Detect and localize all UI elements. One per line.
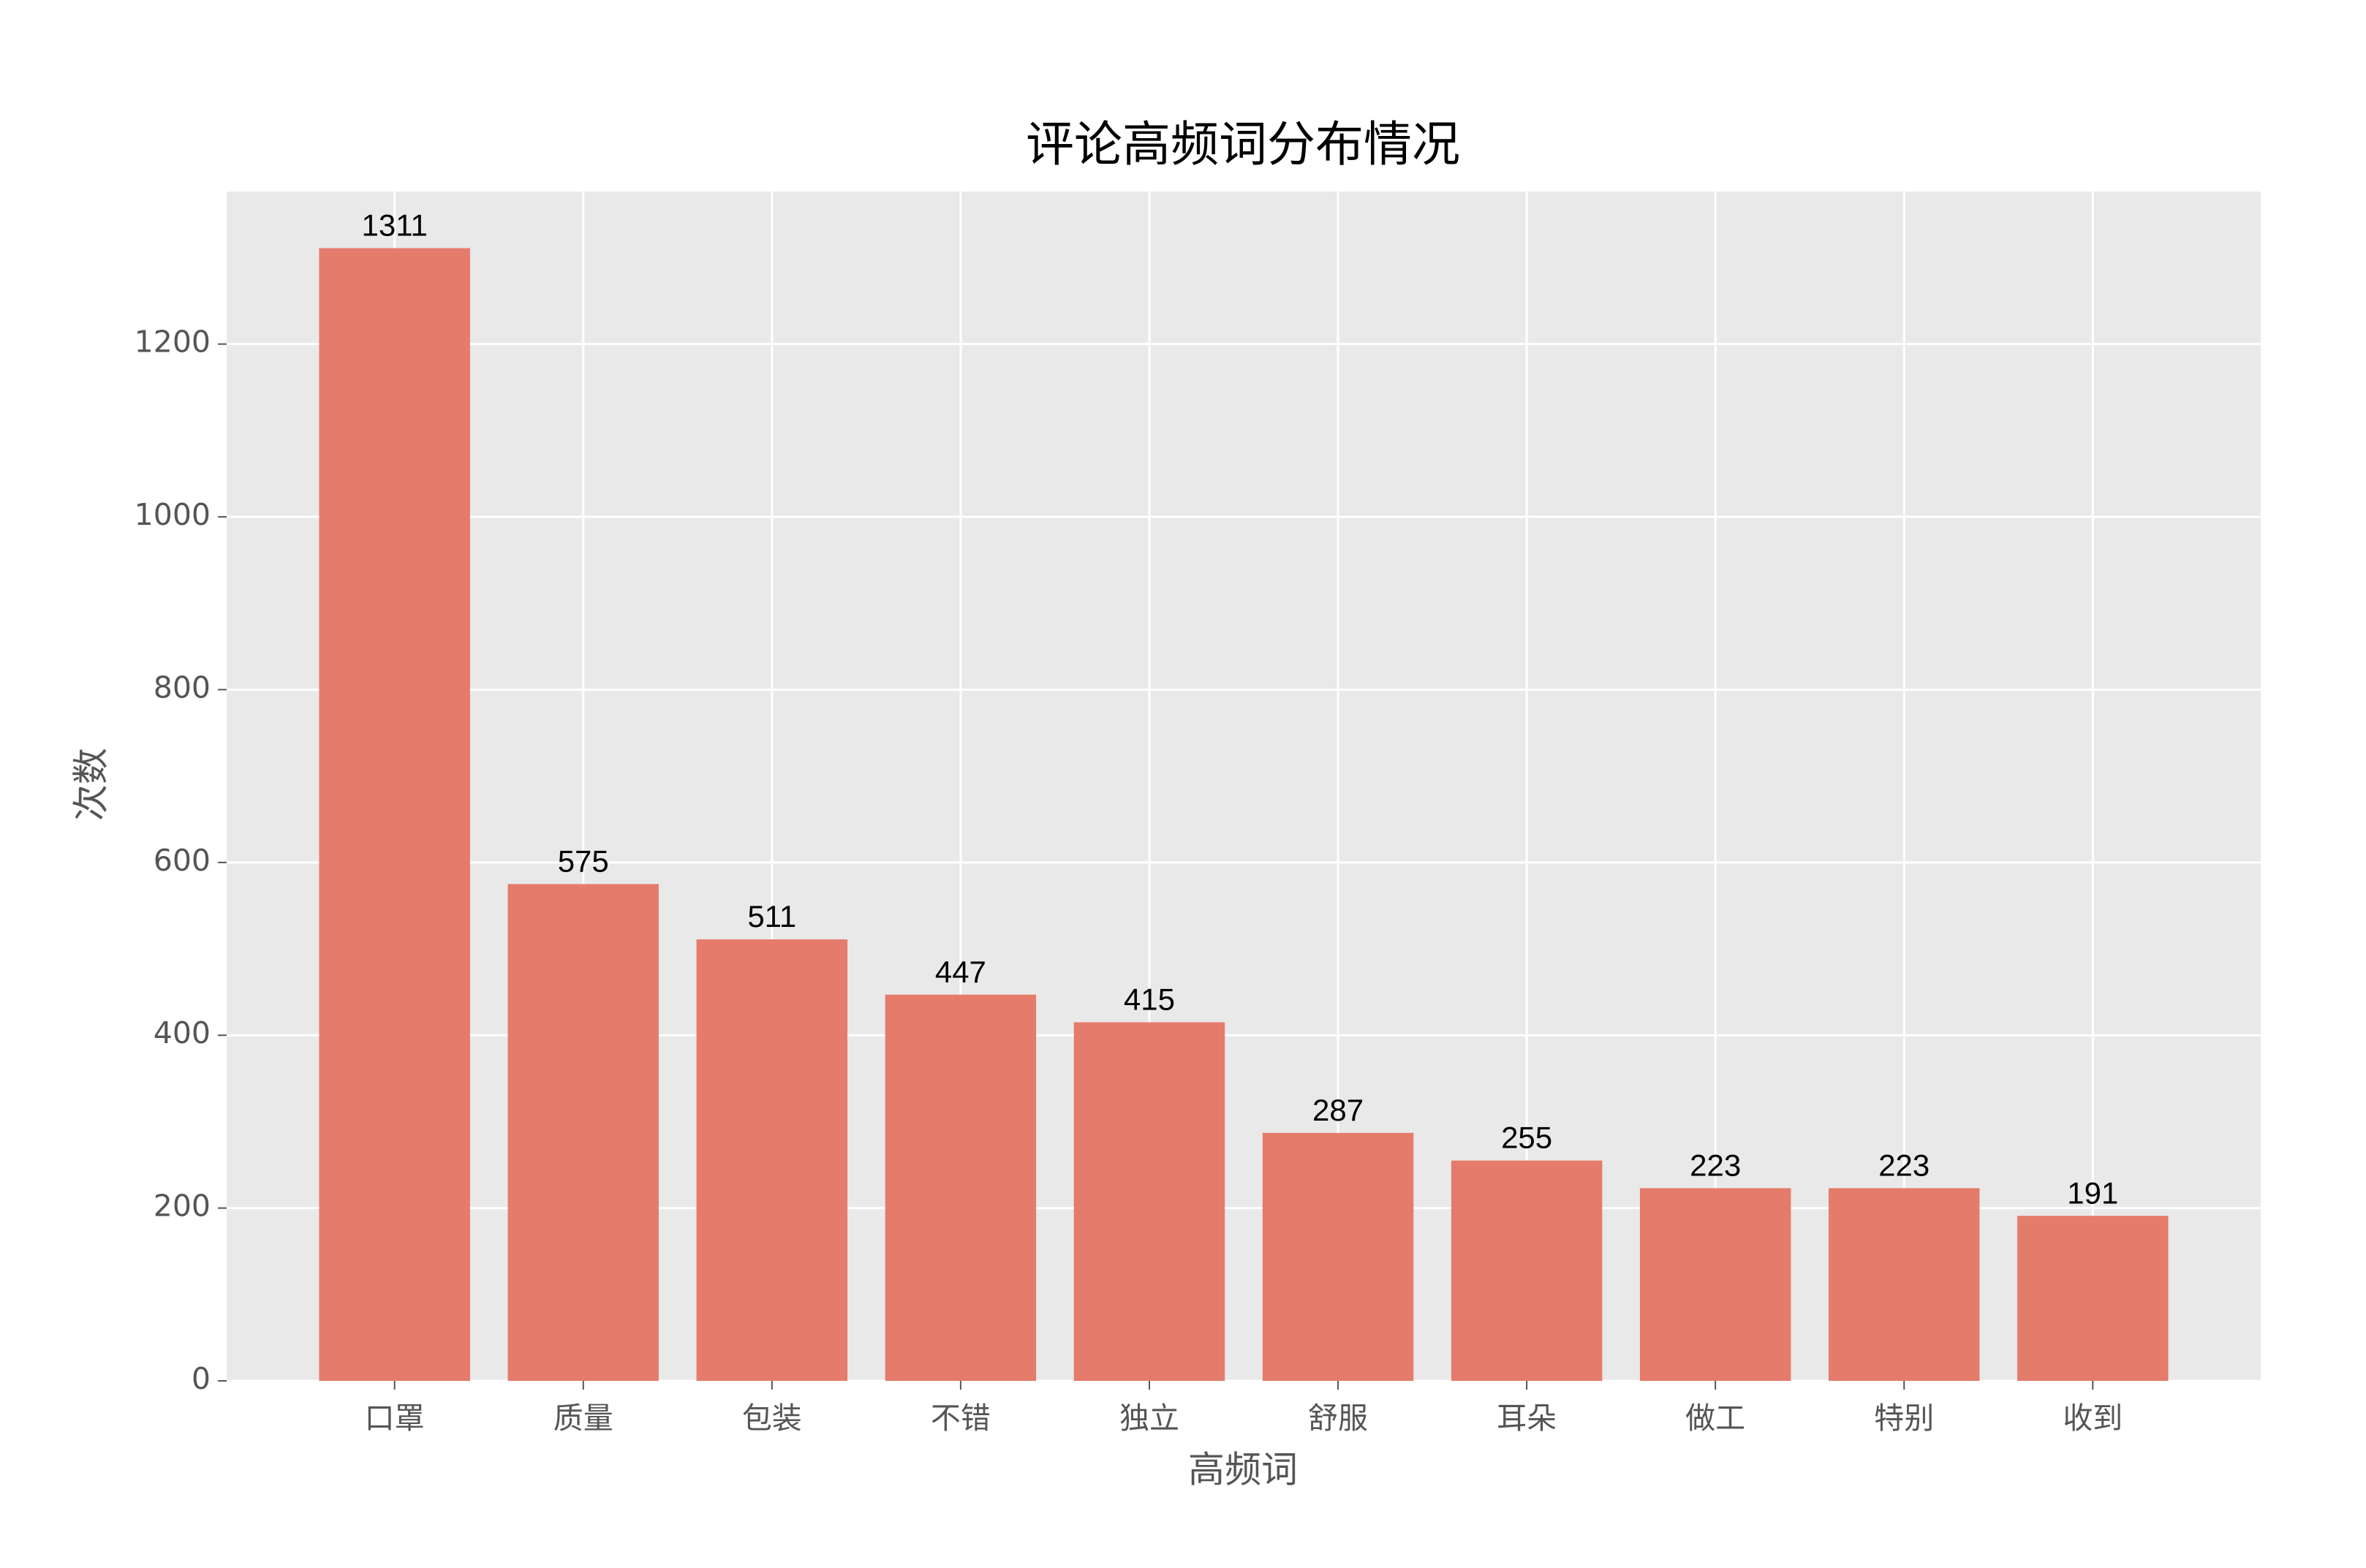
- y-tick-label: 0: [192, 1361, 211, 1396]
- y-tick-label: 600: [154, 843, 211, 878]
- y-axis-label: 次数: [70, 748, 113, 821]
- x-tick-label: 口罩: [365, 1401, 425, 1436]
- value-label: 511: [747, 899, 796, 933]
- value-label: 415: [1124, 982, 1175, 1017]
- bar: [696, 939, 848, 1381]
- value-label: 287: [1312, 1093, 1364, 1127]
- bar: [1829, 1188, 1980, 1381]
- x-tick-label: 质量: [553, 1401, 613, 1436]
- value-label: 191: [2067, 1175, 2118, 1210]
- x-tick-label: 收到: [2063, 1401, 2123, 1436]
- y-tick-label: 1200: [135, 325, 211, 360]
- bar: [507, 884, 659, 1381]
- x-tick-label: 特别: [1874, 1401, 1934, 1436]
- x-tick-label: 做工: [1685, 1401, 1745, 1436]
- value-label: 223: [1690, 1148, 1741, 1183]
- y-tick-label: 800: [154, 670, 211, 705]
- x-tick-label: 包装: [742, 1401, 802, 1436]
- x-tick-label: 舒服: [1308, 1401, 1368, 1436]
- y-tick-label: 200: [154, 1189, 211, 1224]
- x-tick-label: 不错: [931, 1401, 991, 1436]
- bar: [1073, 1022, 1225, 1381]
- bar: [1451, 1160, 1603, 1381]
- value-label: 447: [935, 955, 986, 989]
- value-label: 223: [1878, 1148, 1930, 1183]
- y-tick-label: 400: [154, 1015, 211, 1050]
- bar: [885, 994, 1037, 1381]
- value-label: 255: [1501, 1121, 1552, 1155]
- bar: [319, 248, 470, 1381]
- value-label: 1311: [362, 208, 428, 243]
- x-tick-label: 独立: [1119, 1401, 1179, 1436]
- chart-title: 评论高频词分布情况: [1026, 116, 1460, 173]
- x-axis-label: 高频词: [1188, 1449, 1298, 1491]
- value-label: 575: [558, 844, 609, 878]
- y-tick-label: 1000: [135, 497, 211, 532]
- bar: [2017, 1216, 2169, 1381]
- bar: [1639, 1188, 1791, 1381]
- bar: [1262, 1132, 1414, 1381]
- x-tick-label: 耳朵: [1497, 1401, 1557, 1436]
